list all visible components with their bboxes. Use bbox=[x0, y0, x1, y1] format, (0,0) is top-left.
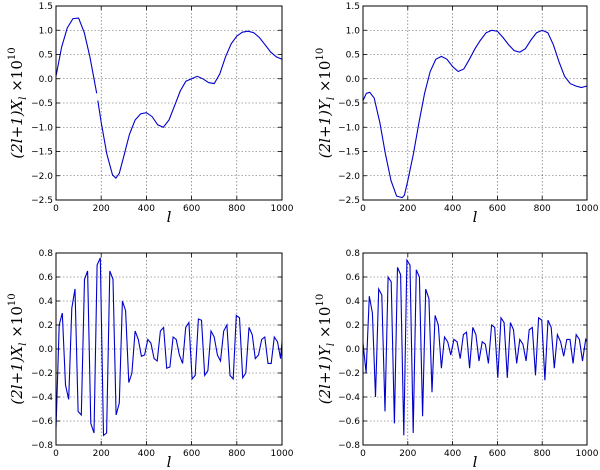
series-line bbox=[362, 258, 588, 436]
y-tick-label: −0.5 bbox=[31, 99, 53, 109]
y-tick-label: 0.5 bbox=[39, 51, 53, 61]
y-label-separator: × bbox=[8, 325, 26, 342]
y-label-base: 10 bbox=[316, 307, 334, 326]
y-tick-label: 0.2 bbox=[39, 321, 53, 331]
y-label-subscript: l bbox=[326, 97, 337, 100]
x-axis-label: l bbox=[473, 453, 478, 470]
y-label-exponent: 10 bbox=[315, 48, 326, 61]
y-label-exponent: 10 bbox=[7, 293, 18, 306]
y-tick-label: 0.0 bbox=[39, 75, 54, 85]
series-line bbox=[55, 17, 98, 94]
x-axis-label: l bbox=[473, 208, 478, 226]
x-tick-label: 1000 bbox=[576, 204, 599, 214]
series-line bbox=[55, 257, 283, 437]
y-label-base: 10 bbox=[316, 61, 334, 80]
y-tick-label: 1.0 bbox=[39, 26, 54, 36]
y-axis-label: (2l+1)Xl ×1010 bbox=[7, 293, 29, 404]
y-tick-label: 1.5 bbox=[39, 2, 53, 12]
series-line bbox=[97, 30, 283, 180]
y-tick-label: −0.6 bbox=[338, 417, 360, 427]
y-label-base: 10 bbox=[8, 306, 26, 325]
y-label-base: 10 bbox=[8, 60, 26, 79]
y-tick-label: −0.2 bbox=[31, 369, 53, 379]
y-tick-label: −0.5 bbox=[338, 99, 360, 109]
x-tick-label: 200 bbox=[93, 204, 110, 214]
subplot-y-lower: 0 200 400 600 800 1000 −0.8 −0.6 −0.4 −0.2 0.0 0.2 0… bbox=[315, 249, 599, 470]
y-tick-label: 0.5 bbox=[346, 51, 360, 61]
x-tick-label: 200 bbox=[399, 204, 416, 214]
y-tick-label: −2.0 bbox=[31, 172, 53, 182]
y-label-subscript: l bbox=[326, 343, 337, 346]
y-tick-label: −0.2 bbox=[338, 369, 360, 379]
y-label-main: (2l+1)X bbox=[8, 344, 26, 404]
y-tick-label: −0.6 bbox=[31, 417, 53, 427]
y-label-separator: × bbox=[316, 326, 334, 343]
y-tick-label: 0.0 bbox=[346, 345, 361, 355]
y-label-exponent: 10 bbox=[315, 294, 326, 307]
y-tick-label: −0.4 bbox=[338, 393, 360, 403]
y-label-main: (2l+1)Y bbox=[316, 344, 334, 404]
x-tick-label: 0 bbox=[360, 204, 366, 214]
x-tick-label: 0 bbox=[53, 449, 59, 459]
y-tick-label: −2.5 bbox=[31, 196, 53, 206]
x-axis-label: l bbox=[167, 208, 172, 226]
x-tick-label: 600 bbox=[183, 204, 200, 214]
y-tick-label: −2.5 bbox=[338, 196, 360, 206]
x-tick-label: 1000 bbox=[271, 204, 294, 214]
y-tick-label: −0.8 bbox=[338, 441, 360, 451]
x-tick-label: 800 bbox=[228, 204, 245, 214]
x-tick-label: 400 bbox=[444, 449, 461, 459]
x-tick-label: 1000 bbox=[271, 449, 294, 459]
y-label-subscript: l bbox=[18, 343, 29, 346]
x-tick-label: 800 bbox=[534, 449, 551, 459]
y-tick-label: 0.0 bbox=[346, 75, 361, 85]
x-tick-label: 800 bbox=[228, 449, 245, 459]
y-tick-label: 1.5 bbox=[346, 2, 360, 12]
y-tick-label: −0.4 bbox=[31, 393, 53, 403]
y-tick-label: −0.8 bbox=[31, 441, 53, 451]
y-label-separator: × bbox=[316, 80, 334, 97]
y-tick-label: 0.4 bbox=[346, 297, 361, 307]
x-tick-label: 0 bbox=[53, 204, 59, 214]
x-tick-label: 600 bbox=[489, 449, 506, 459]
y-tick-label: 0.4 bbox=[39, 297, 54, 307]
y-label-main: (2l+1)Y bbox=[316, 98, 334, 158]
x-tick-label: 400 bbox=[138, 449, 155, 459]
x-tick-label: 400 bbox=[444, 204, 461, 214]
series-line bbox=[362, 29, 588, 199]
y-tick-label: 0.6 bbox=[346, 273, 361, 283]
x-tick-label: 200 bbox=[399, 449, 416, 459]
y-label-separator: × bbox=[8, 79, 26, 96]
y-tick-label: 1.0 bbox=[346, 26, 361, 36]
x-tick-label: 200 bbox=[93, 449, 110, 459]
x-tick-label: 600 bbox=[489, 204, 506, 214]
y-tick-label: 0.8 bbox=[39, 249, 54, 259]
y-axis-label: (2l+1)Xl ×1010 bbox=[7, 47, 29, 158]
y-label-subscript: l bbox=[18, 97, 29, 100]
y-tick-label: 0.6 bbox=[39, 273, 54, 283]
y-tick-label: 0.8 bbox=[346, 249, 361, 259]
subplot-y-upper: 0 200 400 600 800 1000 −2.5 −2.0 −1.5 −1.0 −0.5 0.0… bbox=[315, 2, 599, 226]
y-tick-label: −1.0 bbox=[31, 123, 53, 133]
y-tick-label: −2.0 bbox=[338, 172, 360, 182]
x-tick-label: 1000 bbox=[576, 449, 599, 459]
y-axis-label: (2l+1)Yl ×1010 bbox=[315, 294, 337, 404]
y-axis-label: (2l+1)Yl ×1010 bbox=[315, 48, 337, 158]
x-tick-label: 400 bbox=[138, 204, 155, 214]
subplot-x-lower: 0 200 400 600 800 1000 −0.8 −0.6 −0.4 −0.2 0.0 0.2 0… bbox=[7, 249, 294, 470]
y-label-main: (2l+1)X bbox=[8, 98, 26, 158]
x-tick-label: 600 bbox=[183, 449, 200, 459]
subplot-x-upper: 0 200 400 600 800 1000 −2.5 −2.0 −1.5 −1.0 −0.5 0.0… bbox=[7, 2, 294, 226]
y-label-exponent: 10 bbox=[7, 47, 18, 60]
x-tick-label: 800 bbox=[534, 204, 551, 214]
y-tick-label: 0.2 bbox=[346, 321, 360, 331]
y-tick-label: −1.5 bbox=[338, 148, 360, 158]
x-tick-label: 0 bbox=[360, 449, 366, 459]
y-tick-label: −1.5 bbox=[31, 148, 53, 158]
y-tick-label: 0.0 bbox=[39, 345, 54, 355]
x-axis-label: l bbox=[167, 453, 172, 470]
y-tick-label: −1.0 bbox=[338, 123, 360, 133]
